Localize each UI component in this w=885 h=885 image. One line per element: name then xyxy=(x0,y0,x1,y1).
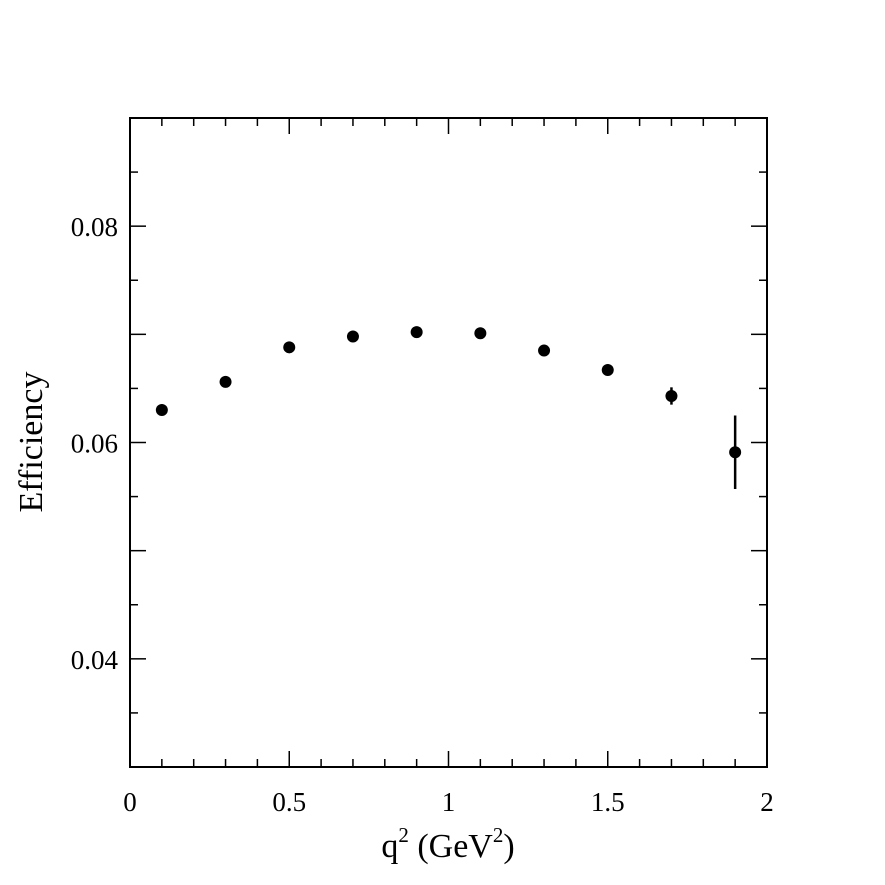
data-point xyxy=(474,327,487,340)
data-point xyxy=(729,446,742,459)
x-tick-label: 2 xyxy=(760,787,774,817)
x-axis-title-exp2: 2 xyxy=(493,823,504,847)
data-point xyxy=(283,341,296,354)
y-tick-label: 0.06 xyxy=(71,429,118,459)
data-point xyxy=(410,326,423,339)
y-tick-label: 0.08 xyxy=(71,212,118,242)
y-tick-label: 0.04 xyxy=(71,645,119,675)
data-points xyxy=(155,326,742,490)
data-point xyxy=(538,344,551,357)
data-point xyxy=(219,375,232,388)
data-point xyxy=(155,404,168,417)
x-tick-label: 0.5 xyxy=(272,787,306,817)
x-axis-title-end: ) xyxy=(503,828,514,865)
x-tick-label: 0 xyxy=(123,787,137,817)
x-axis-title-base: q xyxy=(381,828,398,865)
minor-ticks xyxy=(130,118,767,767)
x-tick-label: 1 xyxy=(442,787,456,817)
data-point xyxy=(601,364,614,377)
x-axis-title-exp1: 2 xyxy=(398,823,409,847)
plot-frame xyxy=(129,117,768,768)
tick-labels: 0 0.5 1 1.5 2 0.04 0.06 0.08 xyxy=(71,212,774,817)
data-point xyxy=(346,330,359,343)
major-ticks xyxy=(129,118,768,767)
x-tick-label: 1.5 xyxy=(591,787,625,817)
y-axis-title: Efficiency xyxy=(13,372,50,513)
data-point xyxy=(665,389,678,402)
x-axis-title: q2 (GeV2) xyxy=(381,823,514,865)
x-axis-title-mid: (GeV xyxy=(409,828,493,865)
